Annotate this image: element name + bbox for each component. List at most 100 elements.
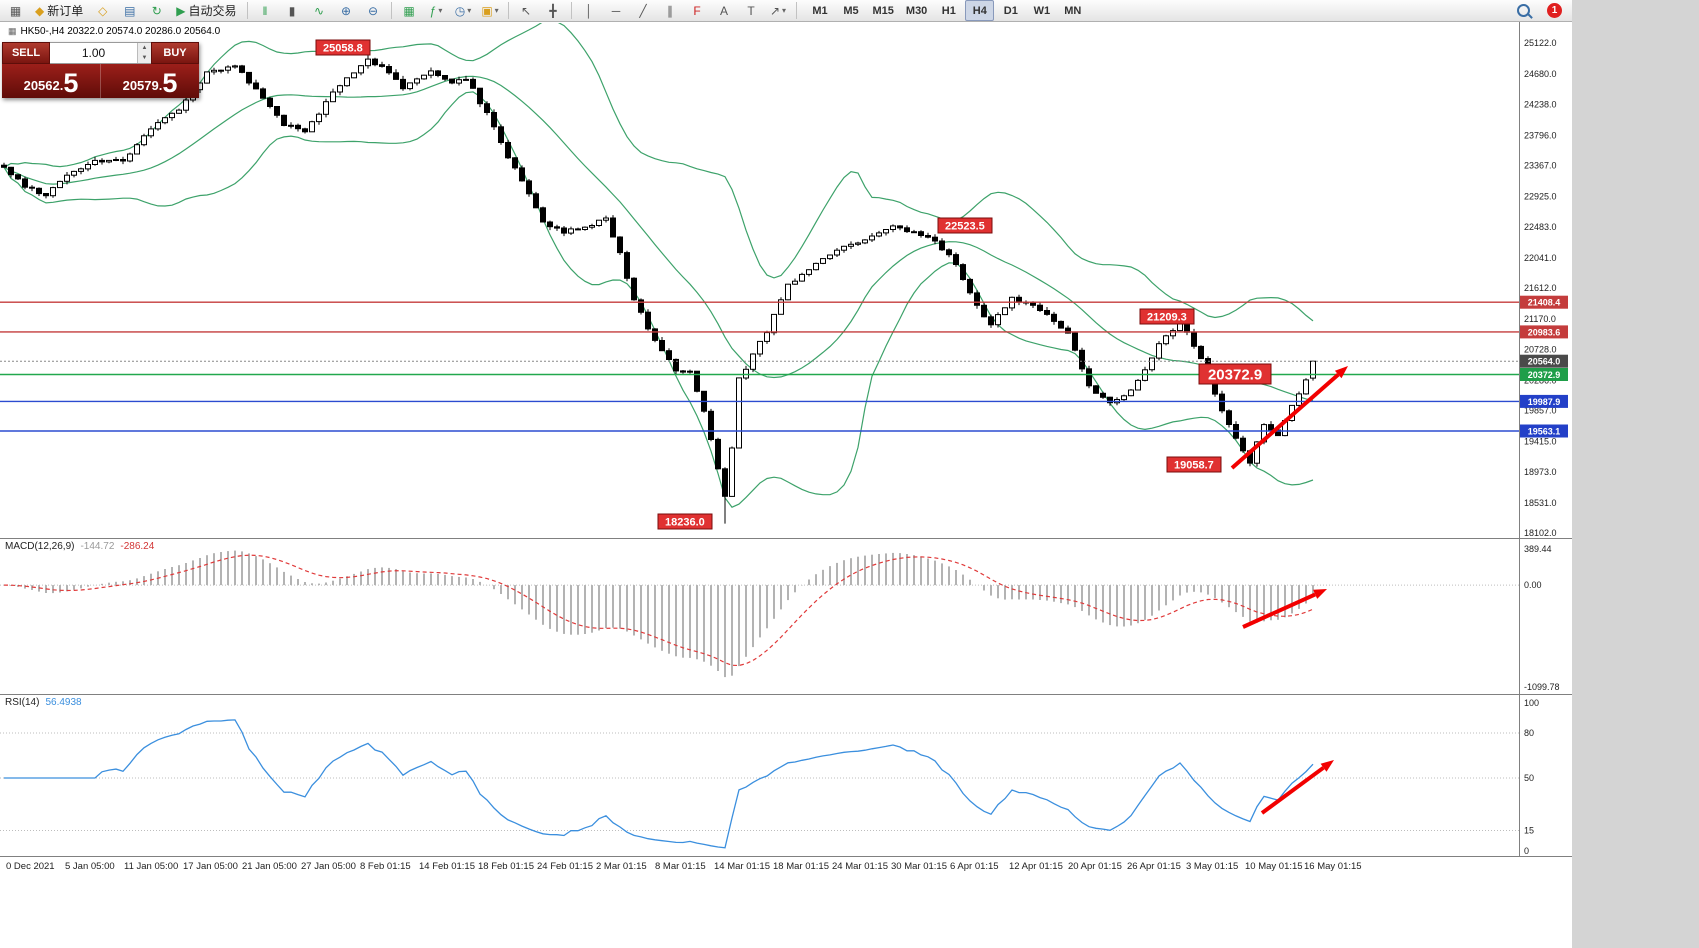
svg-text:50: 50 [1524, 773, 1534, 783]
timeframe-H4[interactable]: H4 [965, 0, 995, 21]
svg-text:16 May 01:15: 16 May 01:15 [1304, 861, 1362, 872]
channel-button[interactable]: ∥ [658, 0, 683, 21]
trend-arrow[interactable] [1260, 760, 1334, 815]
text-label-button[interactable]: T [739, 0, 764, 21]
sell-button[interactable]: SELL [2, 42, 50, 64]
timeframe-H1[interactable]: H1 [941, 4, 956, 17]
periods-button[interactable]: ◷ ▾ [451, 0, 476, 21]
macd-label: MACD(12,26,9) -144.72 -286.24 [5, 541, 154, 552]
vertical-line-button[interactable]: │ [577, 0, 602, 21]
text-label-icon: T [747, 3, 755, 18]
text-tool-icon: A [719, 3, 728, 18]
templates-button[interactable]: ▣ ▾ [478, 0, 503, 21]
cursor-icon: ↖ [520, 3, 532, 18]
timeframe-MN[interactable]: MN [1064, 4, 1082, 17]
svg-text:18531.0: 18531.0 [1524, 498, 1557, 508]
price-callout[interactable]: 20372.9 [1198, 363, 1272, 385]
price-callout[interactable]: 19058.7 [1166, 456, 1222, 473]
price-callout[interactable]: 21209.3 [1139, 308, 1195, 325]
crosshair-button[interactable]: ╋ [541, 0, 566, 21]
timeframe-W1[interactable]: W1 [1033, 4, 1051, 17]
search-button[interactable] [1511, 0, 1536, 21]
cursor-button[interactable]: ↖ [514, 0, 539, 21]
line-chart-icon: ∿ [313, 3, 325, 18]
timeframe-M15[interactable]: M15 [872, 4, 894, 17]
rsi-title-text: RSI(14) [5, 697, 40, 708]
svg-text:21209.3: 21209.3 [1147, 311, 1187, 323]
trend-arrow[interactable] [1242, 589, 1327, 629]
bar-chart-icon: ‖ [262, 3, 268, 18]
tile-windows-button[interactable]: ▦ [397, 0, 422, 21]
market-watch-button[interactable]: ▤ [117, 0, 142, 21]
line-chart-button[interactable]: ∿ [307, 0, 332, 21]
time-axis[interactable]: 0 Dec 2021 5 Jan 05:00 11 Jan 05:00 17 Jan … [6, 861, 1362, 872]
price-axis-badge [1520, 325, 1568, 339]
buy-price-main: 20579. [122, 78, 163, 93]
shapes-button[interactable]: ↗ ▾ [766, 0, 791, 21]
chevron-down-icon: ▾ [494, 6, 499, 15]
bar-chart-button[interactable]: ‖ [253, 0, 278, 21]
zoom-out-button[interactable]: ⊖ [361, 0, 386, 21]
navigator-button[interactable]: ↻ [144, 0, 169, 21]
svg-text:-1099.78: -1099.78 [1524, 682, 1560, 692]
chevron-down-icon: ▾ [467, 6, 472, 15]
new-chart-button[interactable]: ▦ [3, 0, 28, 21]
text-tool-button[interactable]: A [712, 0, 737, 21]
zoom-in-button[interactable]: ⊕ [334, 0, 359, 21]
notification-badge[interactable]: 1 [1547, 3, 1562, 18]
sell-price[interactable]: 20562. 5 [2, 64, 101, 98]
svg-text:8 Feb 01:15: 8 Feb 01:15 [360, 861, 411, 872]
svg-text:14 Mar 01:15: 14 Mar 01:15 [714, 861, 770, 872]
fibonacci-icon: F [693, 3, 701, 18]
volume-up-icon[interactable]: ▲ [138, 43, 151, 53]
buy-price[interactable]: 20579. 5 [101, 64, 199, 98]
toolbar-separator [507, 2, 509, 19]
price-callout[interactable]: 18236.0 [657, 513, 713, 530]
timeframe-M1[interactable]: M1 [812, 4, 828, 17]
svg-text:19415.0: 19415.0 [1524, 436, 1557, 446]
tile-windows-icon: ▦ [403, 3, 415, 18]
svg-text:389.44: 389.44 [1524, 544, 1552, 554]
chart-ohlc-header: ▦ HK50-,H4 20322.0 20574.0 20286.0 20564… [8, 26, 220, 37]
volume-down-icon[interactable]: ▼ [138, 53, 151, 63]
market-watch-icon: ▤ [124, 3, 136, 18]
vertical-line-icon: │ [585, 3, 593, 18]
timeframe-M30[interactable]: M30 [905, 4, 928, 17]
candlestick-icon: ▮ [288, 3, 296, 18]
price-callout[interactable]: 25058.8 [315, 39, 371, 56]
new-order-button[interactable]: ◆ 新订单 [30, 0, 88, 21]
horizontal-line-button[interactable]: ─ [604, 0, 629, 21]
svg-text:19058.7: 19058.7 [1174, 459, 1214, 471]
price-axis-badge [1520, 354, 1568, 368]
sell-price-main: 20562. [23, 78, 64, 93]
svg-text:100: 100 [1524, 698, 1539, 708]
svg-text:10 May 01:15: 10 May 01:15 [1245, 861, 1303, 872]
svg-text:0 Dec 2021: 0 Dec 2021 [6, 861, 55, 872]
timeframe-buttons: M1 M5 M15 M30 H1 H4 D1 W1 MN [805, 0, 1089, 21]
workspace-bg [1572, 0, 1699, 948]
buy-button[interactable]: BUY [151, 42, 199, 64]
svg-text:17 Jan 05:00: 17 Jan 05:00 [183, 861, 238, 872]
svg-text:27 Jan 05:00: 27 Jan 05:00 [301, 861, 356, 872]
svg-text:20372.9: 20372.9 [1208, 366, 1262, 383]
price-axis[interactable]: 25122.0 24680.0 24238.0 23796.0 23367.0 22925… [1520, 38, 1568, 856]
indicators-button[interactable]: ƒ ▾ [424, 0, 449, 21]
price-axis-badge [1520, 394, 1568, 408]
volume-input[interactable] [50, 43, 137, 63]
fibonacci-button[interactable]: F [685, 0, 710, 21]
svg-text:5 Jan 05:00: 5 Jan 05:00 [65, 861, 115, 872]
new-chart-icon: ▦ [9, 3, 22, 18]
timeframe-D1[interactable]: D1 [1003, 4, 1018, 17]
svg-text:18973.0: 18973.0 [1524, 467, 1557, 477]
timeframe-M5[interactable]: M5 [843, 4, 859, 17]
trendline-button[interactable]: ╱ [631, 0, 656, 21]
price-callout[interactable]: 22523.5 [937, 217, 993, 234]
rsi-value: 56.4938 [45, 697, 82, 708]
svg-text:0: 0 [1524, 846, 1529, 856]
trend-arrow[interactable] [1230, 366, 1348, 470]
candlestick-button[interactable]: ▮ [280, 0, 305, 21]
metaeditor-button[interactable]: ◇ [90, 0, 115, 21]
autotrading-button[interactable]: ▶ 自动交易 [171, 0, 241, 21]
autotrading-label: 自动交易 [188, 4, 237, 18]
